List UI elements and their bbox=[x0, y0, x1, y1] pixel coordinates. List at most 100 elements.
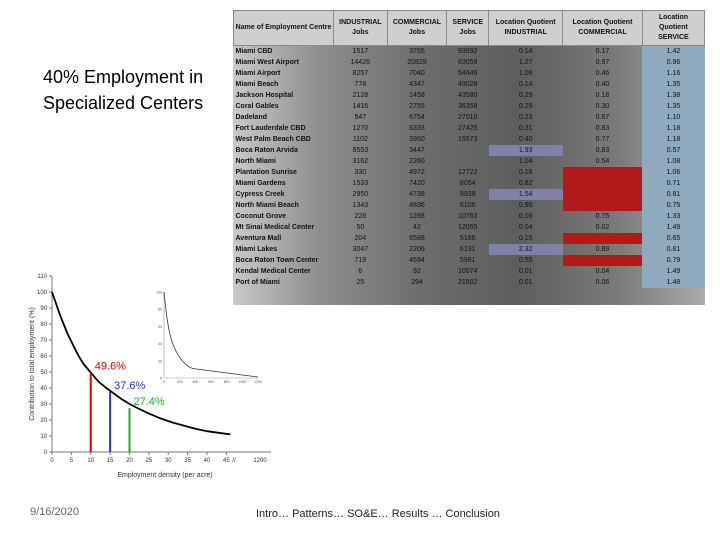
table-cell: 1.35 bbox=[642, 79, 705, 90]
table-cell: 0.29 bbox=[518, 92, 533, 99]
table-cell: 1.93 bbox=[488, 145, 563, 156]
table-cell: 204 bbox=[354, 235, 367, 242]
table-cell: 0.83 bbox=[595, 147, 610, 154]
table-cell: 2260 bbox=[409, 158, 425, 165]
table-row: Miami Lakes 3047 2206 6131 2.32 0.89 0.81 bbox=[234, 244, 705, 255]
x-tick-label-break: 1200 bbox=[253, 458, 267, 464]
table-cell: 1416 bbox=[352, 103, 369, 110]
table-cell: 1288 bbox=[409, 213, 425, 220]
table-cell: 1533 bbox=[352, 180, 369, 187]
table-cell: 93692 bbox=[457, 48, 478, 55]
table-header-cell: SERVICE Jobs bbox=[446, 10, 490, 46]
table-cell: 36358 bbox=[457, 103, 478, 110]
table-cell: 778 bbox=[354, 81, 367, 88]
y-tick-label: 30 bbox=[40, 402, 47, 408]
table-cell bbox=[447, 156, 489, 167]
centre-name-cell: Kendal Medical Center bbox=[235, 268, 311, 275]
inset-x-tick-label: 1000 bbox=[238, 380, 246, 384]
y-tick-label: 10 bbox=[40, 434, 47, 440]
table-cell: 54649 bbox=[457, 70, 478, 77]
table-row: Kendal Medical Center 6 92 10074 0.01 0.04 1.4… bbox=[234, 266, 705, 277]
table-cell: 15573 bbox=[457, 136, 478, 143]
x-tick-label: 40 bbox=[204, 458, 211, 464]
table-cell: 0.65 bbox=[642, 233, 705, 244]
table-cell: 1.48 bbox=[642, 277, 705, 288]
table-row: North Miami 3162 2260 1.04 0.54 1.08 bbox=[234, 156, 705, 167]
table-cell: 1517 bbox=[352, 48, 369, 55]
y-tick-label: 110 bbox=[37, 274, 47, 280]
table-cell: 0.15 bbox=[518, 235, 533, 242]
table-cell: 4694 bbox=[409, 257, 425, 264]
table-cell bbox=[562, 233, 643, 244]
table-cell: 294 bbox=[411, 279, 423, 286]
table-row: Coconut Grove 228 1288 10763 0.16 0.75 1.33 bbox=[234, 211, 705, 222]
table-cell: 0.75 bbox=[595, 213, 610, 220]
table-cell: 1.04 bbox=[518, 158, 533, 165]
table-cell: 0.14 bbox=[518, 48, 533, 55]
table-row: Miami West Airport 14426 20829 63059 1.27 0.9… bbox=[234, 57, 705, 68]
annotation-label: 27.4% bbox=[134, 396, 165, 408]
table-cell: 1.10 bbox=[642, 112, 705, 123]
inset-y-tick-label: 20 bbox=[158, 359, 162, 363]
table-cell: 1.08 bbox=[642, 156, 705, 167]
table-row: Cypress Creek 2950 4738 9939 1.54 0.81 bbox=[234, 189, 705, 200]
table-header-cell: COMMERCIAL Jobs bbox=[386, 10, 448, 46]
table-cell: 0.31 bbox=[518, 125, 533, 132]
table-header-row: Name of Employment Centre INDUSTRIAL Jobs… bbox=[233, 10, 706, 46]
table-cell: 1458 bbox=[409, 92, 425, 99]
table-cell bbox=[447, 145, 489, 156]
table-row: Miami CBD 1517 3765 93692 0.14 0.17 1.42 bbox=[234, 45, 705, 57]
table-row: North Miami Beach 1343 4836 6106 0.95 0.75 bbox=[234, 200, 705, 211]
table-row: Dadeland 547 6754 27010 0.23 0.67 1.10 bbox=[234, 112, 705, 123]
table-cell: 0.96 bbox=[642, 57, 705, 68]
table-cell: 63059 bbox=[457, 59, 478, 66]
y-tick-label: 100 bbox=[37, 290, 48, 296]
table-row: Boca Raton Arvida 8553 3447 1.93 0.83 0.57 bbox=[234, 145, 705, 156]
inset-curve bbox=[163, 291, 259, 378]
table-row: Miami Gardens 1533 7420 8054 0.82 0.71 bbox=[234, 178, 705, 189]
table-cell: 0.18 bbox=[595, 92, 610, 99]
table-cell: 1.16 bbox=[642, 68, 705, 79]
table-cell: 25 bbox=[356, 279, 365, 286]
table-cell: 0.23 bbox=[518, 114, 533, 121]
table-header-cell: Location Quotient SERVICE bbox=[641, 10, 706, 46]
centre-name-cell: Miami West Airport bbox=[235, 59, 299, 66]
x-tick-label: 30 bbox=[165, 458, 172, 464]
cumulative-employment-curve bbox=[51, 291, 231, 436]
table-cell bbox=[562, 178, 643, 189]
table-cell: 0.17 bbox=[595, 48, 610, 55]
table-cell: 0.40 bbox=[518, 136, 533, 143]
table-cell: 2.32 bbox=[488, 244, 563, 255]
table-cell: 0.29 bbox=[518, 103, 533, 110]
inset-y-tick-label: 80 bbox=[158, 308, 162, 312]
centre-name-cell: Coral Gables bbox=[235, 103, 279, 110]
table-cell: 0.46 bbox=[595, 70, 610, 77]
inset-y-tick-label: 100 bbox=[156, 291, 162, 295]
table-cell: 5961 bbox=[459, 257, 476, 264]
x-tick-label: 10 bbox=[87, 458, 94, 464]
centre-name-cell: Jackson Hospital bbox=[235, 92, 294, 99]
table-row: Port of Miami 25 294 21502 0.01 0.06 1.48 bbox=[234, 277, 705, 288]
table-cell: 1.06 bbox=[518, 70, 533, 77]
table-cell bbox=[562, 167, 643, 178]
table-cell: 1270 bbox=[352, 125, 369, 132]
table-cell: 0.16 bbox=[518, 169, 533, 176]
table-cell: 9939 bbox=[459, 191, 476, 198]
table-cell bbox=[562, 200, 643, 211]
table-cell: 21502 bbox=[457, 279, 478, 286]
table-cell: 92 bbox=[413, 268, 421, 275]
table-cell: 1.49 bbox=[642, 222, 705, 233]
table-cell: 1102 bbox=[352, 136, 368, 143]
table-cell: 0.55 bbox=[518, 257, 533, 264]
centre-name-cell: North Miami Beach bbox=[235, 202, 299, 209]
table-cell: 0.01 bbox=[518, 268, 533, 275]
table-cell: 6106 bbox=[459, 202, 476, 209]
table-cell bbox=[562, 189, 643, 200]
centre-name-cell: Plantation Sunrise bbox=[235, 169, 297, 176]
table-row: Jackson Hospital 2128 1458 43580 0.29 0.18 1.3… bbox=[234, 90, 705, 101]
employment-density-chart: 0 10 20 30 40 50 60 70 80 90 100 110 0 5 10 15 20 25 30 35 4… bbox=[26, 270, 276, 500]
table-cell: 6 bbox=[358, 268, 363, 275]
inset-y-tick-label: 0 bbox=[160, 377, 162, 381]
inset-x-tick-label: 1200 bbox=[254, 380, 262, 384]
y-tick-label: 50 bbox=[40, 370, 47, 376]
